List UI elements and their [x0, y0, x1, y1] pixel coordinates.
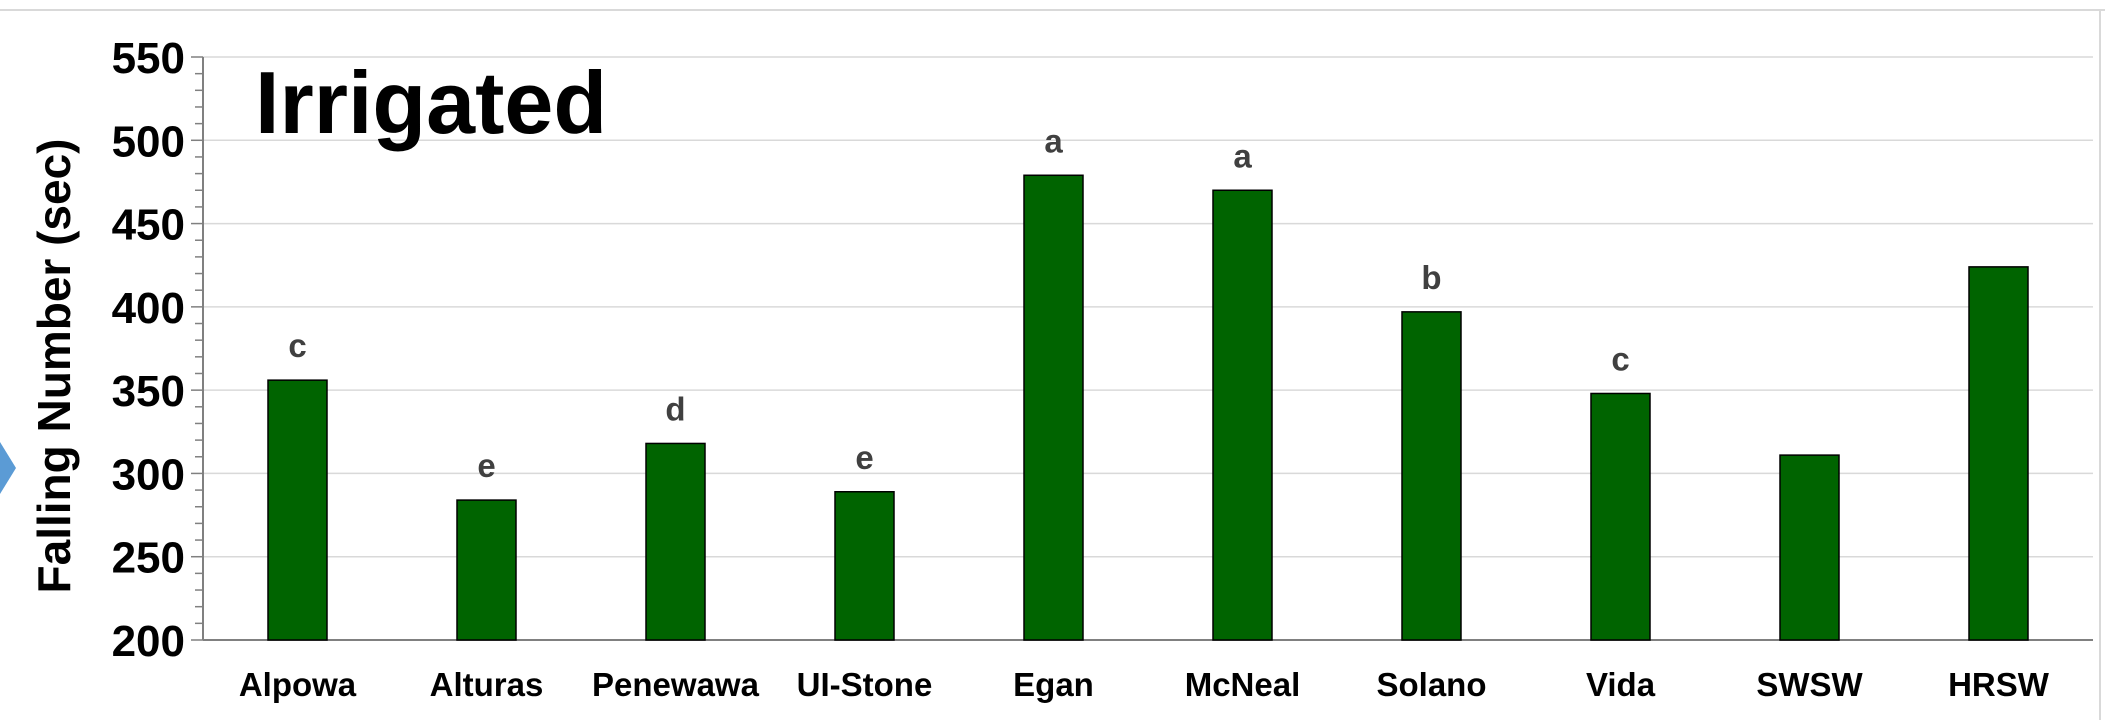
significance-letter: d [665, 390, 685, 427]
x-category-label: McNeal [1185, 666, 1301, 703]
y-tick-label: 450 [112, 201, 185, 250]
arrow-marker [0, 442, 16, 494]
bar-penewawa [645, 442, 706, 641]
y-tick-label: 350 [112, 367, 185, 416]
x-category-label: Alturas [430, 666, 544, 703]
significance-letter: b [1421, 259, 1441, 296]
bar-swsw [1779, 454, 1840, 641]
significance-letter: c [1611, 340, 1629, 377]
y-tick-label: 200 [112, 617, 185, 666]
y-tick-label: 550 [112, 34, 185, 83]
gridlines [203, 56, 2093, 558]
bar-egan [1023, 174, 1084, 641]
labels: 200 250 300 350 400 450 500 550 Alpowa c Alturas e P… [112, 34, 2050, 703]
axes [191, 56, 2093, 641]
bar-vida [1590, 392, 1651, 641]
significance-letter: e [855, 439, 873, 476]
bar-alpowa [267, 379, 328, 641]
x-category-label: UI-Stone [797, 666, 933, 703]
y-tick-label: 400 [112, 284, 185, 333]
x-category-label: Penewawa [592, 666, 760, 703]
x-category-label: Alpowa [239, 666, 357, 703]
bars [267, 174, 2029, 641]
x-category-label: Egan [1013, 666, 1094, 703]
chart-title: Irrigated [255, 53, 607, 152]
x-category-label: Vida [1586, 666, 1656, 703]
bar-solano [1401, 311, 1462, 641]
bar-mcneal [1212, 189, 1273, 641]
bar-ui-stone [834, 491, 895, 641]
bar-hrsw [1968, 266, 2029, 641]
x-category-label: HRSW [1948, 666, 2050, 703]
y-tick-label: 250 [112, 534, 185, 583]
significance-letter: a [1233, 137, 1252, 174]
significance-letter: a [1044, 122, 1063, 159]
y-tick-label: 300 [112, 450, 185, 499]
significance-letter: e [477, 447, 495, 484]
y-axis-label: Falling Number (sec) [28, 139, 80, 594]
x-category-label: SWSW [1756, 666, 1863, 703]
x-category-label: Solano [1376, 666, 1486, 703]
significance-letter: c [288, 327, 306, 364]
y-tick-label: 500 [112, 117, 185, 166]
bar-alturas [456, 499, 517, 641]
